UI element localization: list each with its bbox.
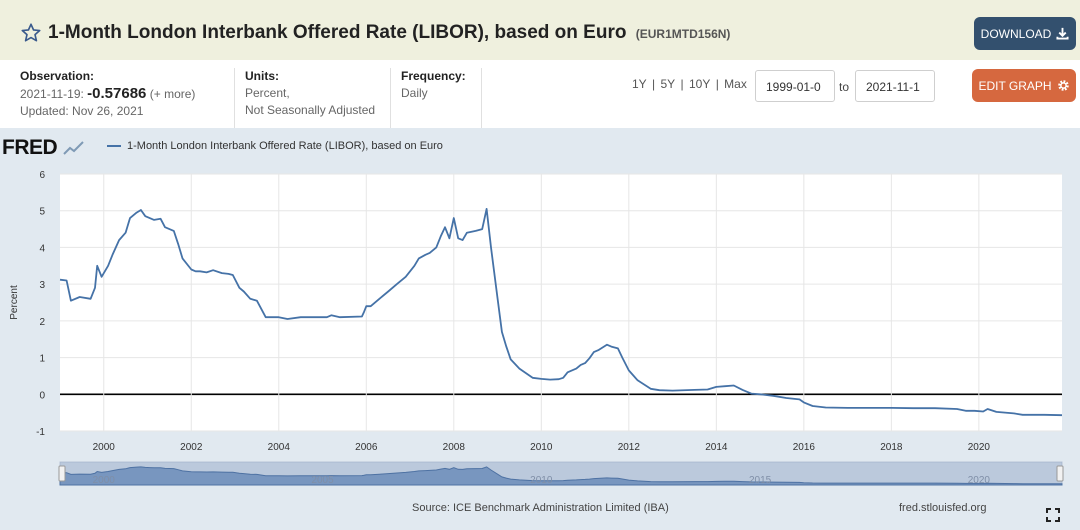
y-tick-label: 4 <box>39 243 45 254</box>
page-title: 1-Month London Interbank Offered Rate (L… <box>48 22 730 44</box>
series-meta: Observation: 2021-11-19: -0.57686 (+ mor… <box>0 60 1080 128</box>
divider <box>234 68 235 128</box>
navigator-tick-label: 2010 <box>530 475 553 486</box>
range-10y[interactable]: 10Y <box>689 77 711 91</box>
end-date-input[interactable]: 2021-11-1 <box>855 70 935 102</box>
series-code: (EUR1MTD156N) <box>635 27 731 41</box>
y-tick-label: 6 <box>39 170 45 181</box>
x-tick-label: 2006 <box>355 442 378 453</box>
download-button[interactable]: DOWNLOAD <box>974 17 1076 50</box>
navigator-selection[interactable] <box>60 462 1062 485</box>
y-tick-label: -1 <box>36 427 45 438</box>
navigator-right-handle[interactable] <box>1056 465 1064 482</box>
title-bar: 1-Month London Interbank Offered Rate (L… <box>0 0 1080 61</box>
navigator-left-handle[interactable] <box>58 465 66 482</box>
units-line2: Not Seasonally Adjusted <box>245 103 376 117</box>
range-5y[interactable]: 5Y <box>660 77 676 91</box>
frequency-label: Frequency: <box>401 69 466 83</box>
download-label: DOWNLOAD <box>980 26 1052 41</box>
series-title: 1-Month London Interbank Offered Rate (L… <box>48 22 627 43</box>
fred-wordmark: FRED <box>2 136 58 159</box>
divider <box>390 68 391 128</box>
x-tick-label: 2014 <box>705 442 728 453</box>
x-tick-label: 2002 <box>180 442 203 453</box>
fred-graph-icon <box>62 141 84 155</box>
navigator-series <box>59 466 1063 486</box>
x-tick-label: 2008 <box>443 442 466 453</box>
x-tick-label: 2018 <box>880 442 903 453</box>
x-tick-label: 2012 <box>618 442 641 453</box>
x-tick-label: 2020 <box>968 442 991 453</box>
site-link[interactable]: fred.stlouisfed.org <box>899 502 987 514</box>
star-icon[interactable] <box>20 22 42 44</box>
more-link[interactable]: (+ more) <box>149 87 196 101</box>
navigator-tick-label: 2020 <box>968 475 991 486</box>
navigator-tick-label: 2005 <box>311 475 334 486</box>
x-tick-label: 2010 <box>530 442 553 453</box>
source-note: Source: ICE Benchmark Administration Lim… <box>412 502 669 514</box>
plot-background <box>60 174 1062 431</box>
y-tick-label: 3 <box>39 280 45 291</box>
range-1y[interactable]: 1Y <box>632 77 647 91</box>
range-max[interactable]: Max <box>724 77 747 91</box>
y-tick-label: 2 <box>39 317 45 328</box>
divider <box>481 68 482 128</box>
range-sep: | <box>715 77 719 91</box>
navigator-tick-label: 2000 <box>93 475 116 486</box>
range-sep: | <box>652 77 656 91</box>
chart-legend: 1-Month London Interbank Offered Rate (L… <box>107 140 443 152</box>
fullscreen-icon[interactable] <box>1046 508 1060 522</box>
series-line <box>59 208 1063 417</box>
legend-label: 1-Month London Interbank Offered Rate (L… <box>127 140 443 152</box>
gear-icon <box>1057 80 1069 91</box>
y-axis-label: Percent <box>9 285 20 320</box>
x-tick-label: 2016 <box>793 442 816 453</box>
edit-graph-label: EDIT GRAPH <box>978 78 1052 93</box>
units-block: Units: Percent, Not Seasonally Adjusted <box>245 68 375 119</box>
x-tick-label: 2004 <box>268 442 291 453</box>
range-selector: 1Y | 5Y | 10Y | Max <box>631 77 748 91</box>
frequency-value: Daily <box>401 86 428 100</box>
observation-block: Observation: 2021-11-19: -0.57686 (+ mor… <box>20 68 195 120</box>
range-sep: | <box>680 77 684 91</box>
y-tick-label: 1 <box>39 354 45 365</box>
to-label: to <box>839 80 850 94</box>
download-icon <box>1056 27 1069 40</box>
y-tick-label: 5 <box>39 207 45 218</box>
units-line1: Percent, <box>245 86 290 100</box>
fred-logo: FRED <box>2 136 85 160</box>
start-date-input[interactable]: 1999-01-0 <box>755 70 835 102</box>
x-tick-label: 2000 <box>93 442 116 453</box>
edit-graph-button[interactable]: EDIT GRAPH <box>972 69 1076 102</box>
observation-label: Observation: <box>20 69 95 83</box>
navigator-tick-label: 2015 <box>749 475 772 486</box>
units-label: Units: <box>245 69 279 83</box>
observation-value: -0.57686 <box>87 85 147 102</box>
updated-date: Updated: Nov 26, 2021 <box>20 104 144 118</box>
observation-date: 2021-11-19: <box>20 87 84 101</box>
y-tick-label: 0 <box>39 390 45 401</box>
legend-swatch <box>107 145 121 147</box>
line-chart: -1 0 1 2 3 4 5 6 2000 2002 2004 2006 2008 2010 2012 201… <box>9 170 1064 486</box>
frequency-block: Frequency: Daily <box>401 68 466 102</box>
